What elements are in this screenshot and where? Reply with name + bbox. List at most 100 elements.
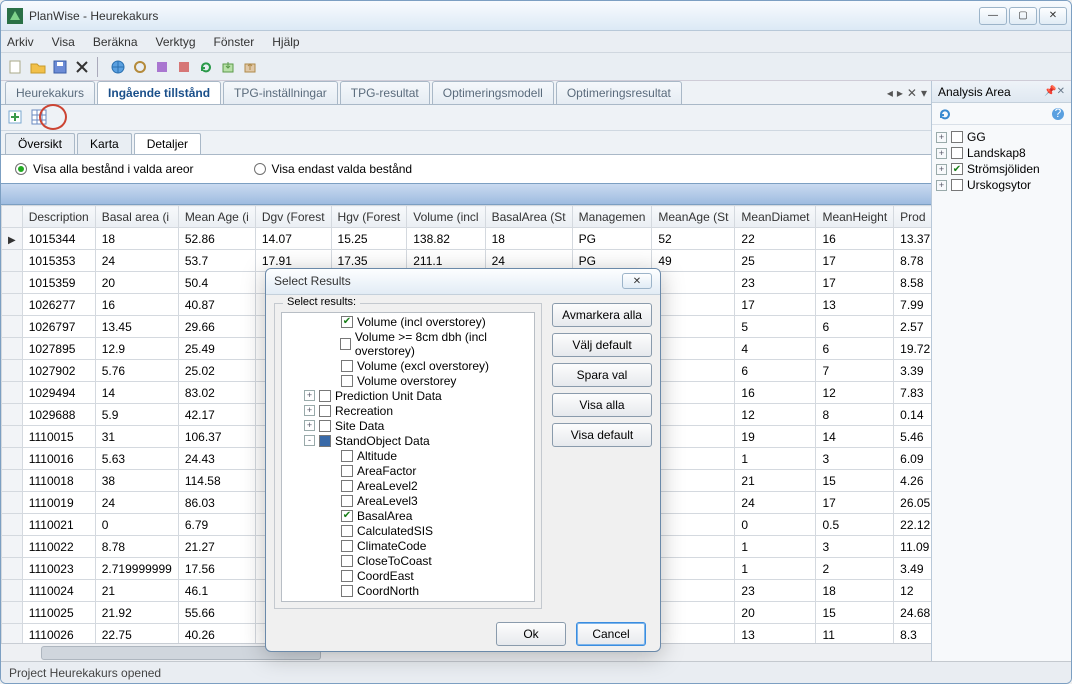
menu-item-verktyg[interactable]: Verktyg	[156, 35, 196, 49]
ok-button[interactable]: Ok	[496, 622, 566, 646]
results-tree-item[interactable]: AreaLevel2	[284, 479, 532, 494]
checkbox-icon[interactable]	[341, 540, 353, 552]
column-header[interactable]: MeanHeight	[816, 206, 894, 228]
tab-heurekakurs[interactable]: Heurekakurs	[5, 81, 95, 104]
import-icon[interactable]	[241, 58, 259, 76]
table-row[interactable]: ▶10153441852.8614.0715.25138.8218PG52221…	[2, 228, 932, 250]
column-header[interactable]: Prod	[894, 206, 931, 228]
tab-optmodell[interactable]: Optimeringsmodell	[432, 81, 554, 104]
checkbox-icon[interactable]	[319, 420, 331, 432]
globe-icon[interactable]	[109, 58, 127, 76]
checkbox-icon[interactable]	[341, 465, 353, 477]
checkbox-icon[interactable]	[951, 147, 963, 159]
checkbox-icon[interactable]	[341, 525, 353, 537]
open-icon[interactable]	[29, 58, 47, 76]
radio-visa-endast[interactable]: Visa endast valda bestånd	[254, 162, 413, 176]
close-button[interactable]: ✕	[1039, 7, 1067, 25]
results-tree-item[interactable]: AreaLevel3	[284, 494, 532, 509]
results-tree-item[interactable]: - StandObject Data	[284, 434, 532, 449]
tree-item[interactable]: + Strömsjöliden	[936, 161, 1067, 177]
results-tree-item[interactable]: CloseToCoast	[284, 554, 532, 569]
results-tree-item[interactable]: BasalArea	[284, 509, 532, 524]
subtab-karta[interactable]: Karta	[77, 133, 132, 154]
column-header[interactable]: MeanDiamet	[735, 206, 816, 228]
add-icon[interactable]	[7, 109, 25, 127]
refresh-icon[interactable]	[197, 58, 215, 76]
column-header[interactable]: Description	[22, 206, 95, 228]
menu-item-berakna[interactable]: Beräkna	[93, 35, 138, 49]
tab-dropdown-icon[interactable]: ▾	[921, 86, 927, 100]
results-tree-item[interactable]: ClimateCode	[284, 539, 532, 554]
column-header[interactable]: MeanAge (St	[652, 206, 735, 228]
expand-icon[interactable]: +	[304, 420, 315, 431]
delete-icon[interactable]	[73, 58, 91, 76]
tab-nav-right-icon[interactable]: ▸	[897, 86, 903, 100]
dialog-action-button[interactable]: Spara val	[552, 363, 652, 387]
checkbox-icon[interactable]	[341, 555, 353, 567]
dialog-close-button[interactable]: ✕	[622, 273, 652, 289]
checkbox-icon[interactable]	[341, 495, 353, 507]
column-header[interactable]: Mean Age (i	[178, 206, 255, 228]
dialog-action-button[interactable]: Välj default	[552, 333, 652, 357]
expand-icon[interactable]: +	[304, 390, 315, 401]
help-icon[interactable]: ?	[1051, 107, 1065, 121]
results-tree-item[interactable]: Altitude	[284, 449, 532, 464]
tab-tpg-inst[interactable]: TPG-inställningar	[223, 81, 338, 104]
menu-item-hjalp[interactable]: Hjälp	[272, 35, 299, 49]
pin-icon[interactable]: 📌	[1044, 86, 1056, 97]
expand-icon[interactable]: +	[936, 148, 947, 159]
menu-item-fonster[interactable]: Fönster	[214, 35, 255, 49]
results-tree-item[interactable]: CalculatedSIS	[284, 524, 532, 539]
dialog-action-button[interactable]: Avmarkera alla	[552, 303, 652, 327]
expand-icon[interactable]: +	[304, 405, 315, 416]
tab-tpg-res[interactable]: TPG-resultat	[340, 81, 430, 104]
subtab-oversikt[interactable]: Översikt	[5, 133, 75, 154]
checkbox-icon[interactable]	[319, 390, 331, 402]
link3-icon[interactable]	[175, 58, 193, 76]
column-header[interactable]: Dgv (Forest	[255, 206, 331, 228]
tab-ingaende[interactable]: Ingående tillstånd	[97, 81, 221, 104]
checkbox-icon[interactable]	[951, 131, 963, 143]
link1-icon[interactable]	[131, 58, 149, 76]
checkbox-icon[interactable]	[341, 510, 353, 522]
checkbox-icon[interactable]	[319, 435, 331, 447]
checkbox-icon[interactable]	[341, 480, 353, 492]
dialog-action-button[interactable]: Visa alla	[552, 393, 652, 417]
results-tree-item[interactable]: + Recreation	[284, 404, 532, 419]
expand-icon[interactable]: -	[304, 435, 315, 446]
results-tree-item[interactable]: + Prediction Unit Data	[284, 389, 532, 404]
tab-close-icon[interactable]: ✕	[907, 86, 917, 100]
column-header[interactable]: Volume (incl	[407, 206, 485, 228]
tree-item[interactable]: + Landskap8	[936, 145, 1067, 161]
tab-optresultat[interactable]: Optimeringsresultat	[556, 81, 682, 104]
results-tree[interactable]: Volume (incl overstorey) Volume >= 8cm d…	[281, 312, 535, 602]
tree-item[interactable]: + Urskogsytor	[936, 177, 1067, 193]
refresh-icon[interactable]	[938, 107, 952, 121]
maximize-button[interactable]: ▢	[1009, 7, 1037, 25]
tab-nav-left-icon[interactable]: ◂	[887, 86, 893, 100]
expand-icon[interactable]: +	[936, 180, 947, 191]
checkbox-icon[interactable]	[341, 360, 353, 372]
results-tree-item[interactable]: CoordNorth	[284, 584, 532, 599]
results-tree-item[interactable]: Volume (incl overstorey)	[284, 315, 532, 330]
menu-item-arkiv[interactable]: Arkiv	[7, 35, 34, 49]
tree-item[interactable]: + GG	[936, 129, 1067, 145]
checkbox-icon[interactable]	[341, 316, 353, 328]
results-tree-item[interactable]: Volume overstorey	[284, 374, 532, 389]
checkbox-icon[interactable]	[341, 585, 353, 597]
minimize-button[interactable]: —	[979, 7, 1007, 25]
new-icon[interactable]	[7, 58, 25, 76]
checkbox-icon[interactable]	[341, 450, 353, 462]
checkbox-icon[interactable]	[951, 179, 963, 191]
checkbox-icon[interactable]	[319, 405, 331, 417]
expand-icon[interactable]: +	[936, 164, 947, 175]
results-tree-item[interactable]: AreaFactor	[284, 464, 532, 479]
subtab-detaljer[interactable]: Detaljer	[134, 133, 201, 154]
checkbox-icon[interactable]	[341, 375, 353, 387]
results-tree-item[interactable]: Volume >= 8cm dbh (incl overstorey)	[284, 330, 532, 359]
column-header[interactable]: BasalArea (St	[485, 206, 572, 228]
results-tree-item[interactable]: Volume (excl overstorey)	[284, 359, 532, 374]
results-tree-item[interactable]: CoordEast	[284, 569, 532, 584]
cancel-button[interactable]: Cancel	[576, 622, 646, 646]
save-icon[interactable]	[51, 58, 69, 76]
